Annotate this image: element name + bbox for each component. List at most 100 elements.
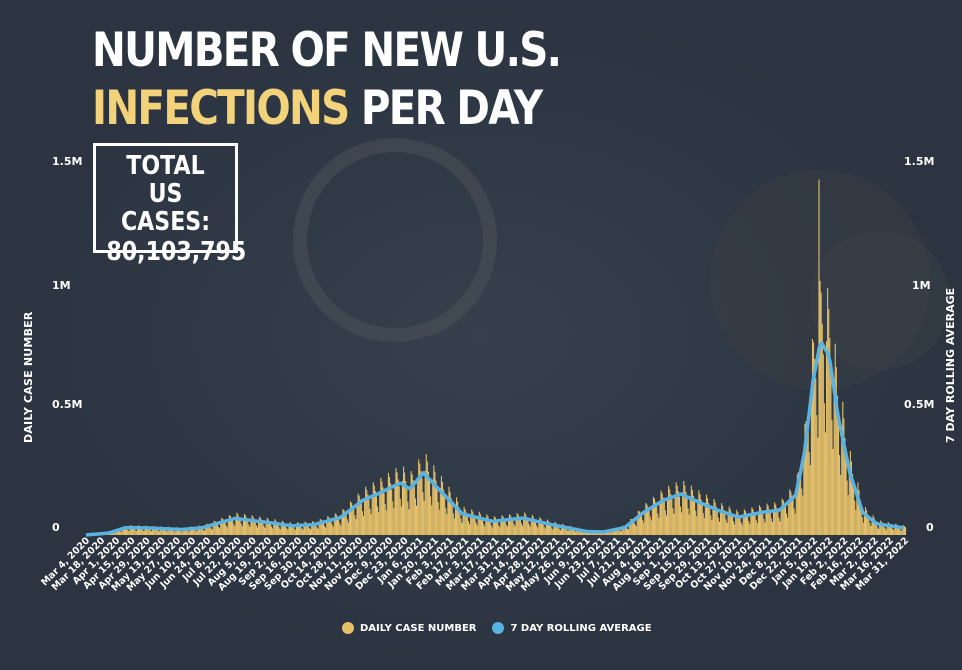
- daily-bar: [374, 491, 376, 535]
- daily-bar: [656, 506, 658, 535]
- daily-bar: [248, 524, 250, 535]
- daily-bar: [259, 516, 261, 535]
- daily-bar: [713, 499, 715, 535]
- daily-bar: [390, 483, 392, 535]
- daily-bar: [718, 521, 721, 535]
- daily-bar: [263, 525, 265, 535]
- daily-bar: [555, 523, 557, 535]
- daily-bar: [780, 507, 782, 535]
- daily-bar: [742, 515, 744, 535]
- daily-bar: [815, 377, 817, 535]
- daily-bar: [487, 516, 489, 535]
- daily-bar: [396, 472, 398, 535]
- daily-bar: [417, 477, 419, 535]
- daily-bar: [443, 489, 445, 535]
- daily-bar: [792, 500, 794, 535]
- daily-bar: [646, 504, 648, 535]
- daily-bar: [719, 509, 722, 535]
- daily-bar: [199, 526, 201, 535]
- daily-bar: [834, 343, 836, 535]
- daily-bar: [304, 521, 306, 535]
- daily-bar: [265, 521, 267, 535]
- daily-bar: [180, 531, 182, 535]
- daily-bar: [280, 523, 282, 535]
- daily-bar: [787, 517, 789, 535]
- daily-bar: [549, 522, 551, 535]
- daily-bar: [688, 514, 690, 535]
- daily-bar: [806, 424, 808, 535]
- title-line-2: INFECTIONS PER DAY: [92, 80, 560, 138]
- daily-bar: [651, 506, 653, 535]
- daily-bar: [545, 522, 547, 535]
- daily-bar: [161, 527, 163, 535]
- title-rest: PER DAY: [360, 81, 543, 136]
- daily-bar: [695, 510, 697, 535]
- daily-bar: [182, 529, 184, 535]
- daily-bar: [230, 518, 233, 535]
- daily-bar: [282, 521, 285, 535]
- daily-bar: [824, 432, 827, 535]
- daily-bar: [543, 526, 545, 535]
- daily-bar: [400, 506, 402, 535]
- daily-bar: [540, 518, 542, 535]
- daily-bar: [804, 424, 806, 535]
- daily-bar: [832, 448, 834, 535]
- daily-bar: [816, 415, 818, 535]
- daily-bar: [694, 501, 696, 535]
- daily-bar: [504, 520, 506, 535]
- daily-bar: [406, 489, 408, 535]
- daily-bar: [509, 514, 511, 535]
- daily-bar: [531, 514, 533, 535]
- daily-bar: [546, 519, 548, 535]
- daily-bar: [873, 517, 875, 535]
- daily-bar: [819, 280, 821, 535]
- daily-bar: [330, 520, 332, 535]
- daily-bar: [249, 526, 251, 535]
- daily-bar: [581, 531, 583, 535]
- daily-bar: [822, 354, 824, 535]
- daily-bar: [788, 500, 790, 535]
- daily-bar: [117, 529, 119, 535]
- daily-bar: [739, 517, 741, 535]
- daily-bar: [630, 519, 632, 535]
- daily-bar: [479, 513, 481, 535]
- daily-bar: [526, 517, 528, 535]
- daily-bar: [539, 517, 541, 535]
- daily-bar: [208, 525, 210, 535]
- daily-bar: [160, 526, 162, 535]
- daily-bar: [157, 530, 159, 535]
- daily-bar: [285, 525, 287, 535]
- daily-bar: [880, 520, 882, 535]
- daily-bar: [836, 395, 838, 535]
- daily-bar: [381, 481, 383, 535]
- daily-bar: [565, 527, 567, 535]
- daily-bar: [360, 503, 362, 535]
- daily-bar: [536, 525, 538, 535]
- daily-bar: [575, 531, 577, 535]
- daily-bar: [420, 470, 422, 535]
- daily-bar: [483, 523, 485, 535]
- daily-bar: [461, 522, 463, 535]
- daily-bar: [814, 359, 816, 535]
- daily-bar: [889, 524, 891, 535]
- daily-bar: [232, 520, 234, 535]
- daily-bar: [835, 367, 837, 535]
- daily-bar: [490, 525, 492, 535]
- daily-bar: [857, 482, 859, 535]
- daily-bar: [665, 515, 667, 535]
- daily-bar: [727, 512, 729, 535]
- daily-bar: [666, 497, 669, 535]
- daily-bar: [573, 530, 576, 535]
- daily-bar: [675, 482, 677, 535]
- daily-bar: [776, 508, 778, 535]
- daily-bar: [188, 531, 190, 535]
- daily-bar: [491, 527, 493, 535]
- daily-bar: [171, 529, 173, 535]
- title-line-1: NUMBER OF NEW U.S.: [92, 23, 562, 78]
- daily-bar: [480, 516, 482, 535]
- daily-bar: [114, 531, 116, 535]
- daily-bar: [364, 497, 366, 535]
- title-accent: INFECTIONS: [92, 81, 350, 136]
- y-tick-left-15: 1.5M: [52, 155, 83, 168]
- daily-bar: [328, 517, 330, 535]
